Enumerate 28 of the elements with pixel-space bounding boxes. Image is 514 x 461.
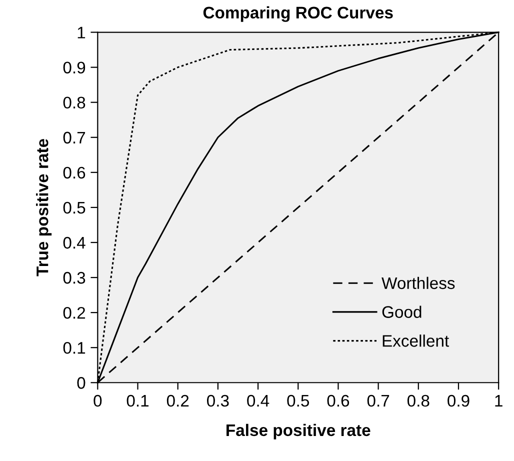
legend-label: Excellent bbox=[382, 334, 450, 347]
y-tick-label: 0.7 bbox=[63, 132, 86, 144]
x-tick-label: 0.2 bbox=[166, 394, 189, 407]
y-tick-label: 0.3 bbox=[63, 272, 86, 284]
x-tick-label: 0.6 bbox=[327, 394, 350, 407]
x-axis-title: False positive rate bbox=[226, 424, 370, 440]
y-tick-label: 0.5 bbox=[63, 202, 86, 214]
y-tick-label: 0.6 bbox=[63, 166, 86, 179]
y-tick-label: 0.1 bbox=[63, 342, 86, 354]
y-tick-label: 0.2 bbox=[63, 306, 86, 319]
y-axis-title: True positive rate bbox=[36, 139, 52, 276]
x-tick-label: 0.5 bbox=[287, 394, 310, 407]
x-tick-label: 1 bbox=[495, 395, 502, 407]
y-tick-label: 0.4 bbox=[63, 236, 86, 249]
x-tick-label: 0.1 bbox=[126, 394, 149, 407]
x-tick-label: 0.7 bbox=[367, 394, 390, 407]
y-tick-label: 0.9 bbox=[63, 62, 86, 74]
x-tick-label: 0.8 bbox=[407, 394, 430, 407]
y-tick-label: 0 bbox=[77, 377, 86, 389]
x-tick-label: 0.9 bbox=[448, 394, 470, 407]
x-tick-label: 0.3 bbox=[207, 394, 229, 407]
legend-label: Worthless bbox=[382, 276, 455, 290]
legend-label: Good bbox=[382, 306, 422, 318]
chart-title: Comparing ROC Curves bbox=[203, 6, 393, 22]
y-tick-label: 1 bbox=[78, 26, 86, 38]
x-tick-label: 0 bbox=[94, 394, 102, 407]
y-tick-label: 0.8 bbox=[63, 96, 86, 109]
x-tick-label: 0.4 bbox=[247, 394, 270, 407]
